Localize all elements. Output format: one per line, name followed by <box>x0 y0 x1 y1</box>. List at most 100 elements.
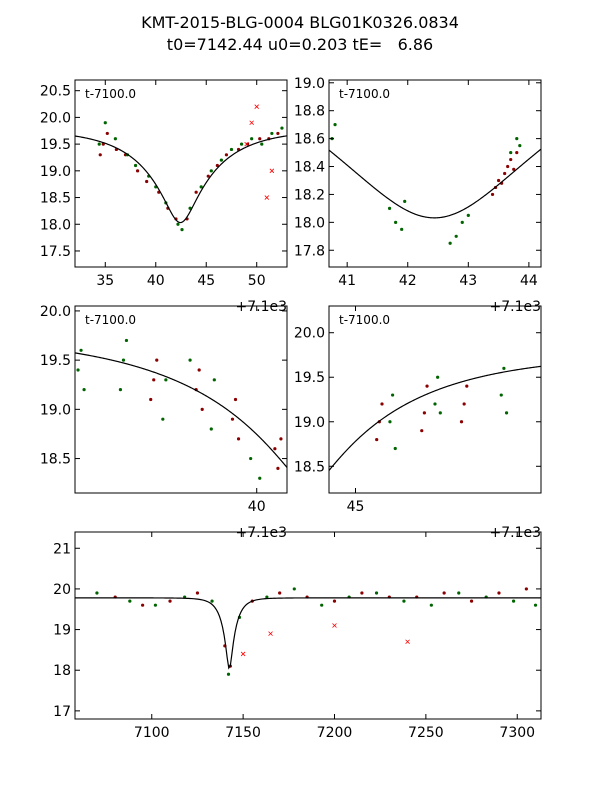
x-tick-label: 7150 <box>225 725 261 741</box>
data-point <box>188 358 192 362</box>
data-point <box>145 179 149 184</box>
y-tick-label: 20.0 <box>294 326 325 342</box>
x-tick-label: 42 <box>399 273 417 289</box>
data-point <box>249 120 254 126</box>
y-tick-label: 19.5 <box>40 137 71 153</box>
data-point <box>155 358 159 362</box>
y-tick-label: 18 <box>53 663 71 679</box>
y-tick-label: 20.0 <box>40 110 71 126</box>
data-point <box>76 368 80 372</box>
data-point <box>459 420 464 424</box>
data-point <box>497 591 501 595</box>
data-point <box>105 131 109 136</box>
panel-mid-right: 45 18.5 19.0 19.5 20.0 t-7100.0 +7.1e3 <box>294 305 542 541</box>
y-tick-label: 19.0 <box>40 402 71 418</box>
plot-area <box>75 587 541 676</box>
data-point <box>118 388 123 392</box>
data-point <box>438 411 442 415</box>
model-curve <box>329 148 541 219</box>
x-tick-label: 45 <box>197 273 215 289</box>
data-point <box>276 131 280 136</box>
data-point <box>141 603 145 607</box>
data-point <box>206 174 210 178</box>
x-offset-label: +7.1e3 <box>235 525 287 541</box>
data-point <box>209 169 213 173</box>
data-point <box>103 121 107 125</box>
x-offset-label: +7.1e3 <box>489 525 541 541</box>
data-point <box>454 234 458 238</box>
data-point <box>269 168 275 174</box>
y-tick-label: 18.5 <box>294 459 325 475</box>
data-point <box>268 631 273 636</box>
y-tick-label: 18.5 <box>40 191 71 207</box>
data-point <box>448 241 452 245</box>
data-point <box>200 407 204 411</box>
data-point <box>264 195 270 200</box>
data-point <box>194 190 198 194</box>
x-tick-label: 40 <box>248 499 266 515</box>
panel-top-left: 35 40 45 50 17.5 18.0 18.5 19.0 19.5 20.0 20.5 t-71… <box>40 79 288 315</box>
panel-label: t-7100.0 <box>339 313 390 327</box>
y-tick-label: 18.4 <box>294 160 325 176</box>
data-point <box>420 429 424 433</box>
data-point <box>462 402 466 406</box>
data-point <box>375 437 379 442</box>
data-point <box>360 591 364 595</box>
data-point <box>152 378 156 382</box>
x-tick-label: 50 <box>248 273 266 289</box>
y-tick-label: 19.0 <box>40 164 71 180</box>
data-point <box>180 228 184 232</box>
panel-bottom: 7100 7150 7200 7250 7300 17 18 19 20 21 <box>53 531 542 741</box>
data-point <box>239 142 244 146</box>
y-tick-label: 18.5 <box>40 452 71 468</box>
plot-area <box>329 365 541 471</box>
data-point <box>502 366 506 370</box>
y-tick-label: 18.2 <box>294 187 325 203</box>
x-tick-label: 7300 <box>499 725 535 741</box>
chart-title-line-2: t0=7142.44 u0=0.203 tE= 6.86 <box>166 35 434 54</box>
data-point <box>273 447 277 451</box>
panel-label: t-7100.0 <box>85 87 136 101</box>
data-point <box>388 420 392 424</box>
data-point <box>133 163 138 168</box>
y-tick-label: 18.0 <box>294 215 325 231</box>
data-point <box>292 587 296 591</box>
data-point <box>533 603 538 607</box>
data-point <box>506 164 510 169</box>
data-point <box>121 358 126 362</box>
data-point <box>195 591 200 595</box>
data-point <box>515 137 519 141</box>
y-tick-label: 18.8 <box>294 104 325 120</box>
series-kmtc <box>490 150 519 197</box>
data-point <box>279 437 283 441</box>
y-tick-label: 19.0 <box>294 415 325 431</box>
y-tick-label: 17 <box>53 704 71 720</box>
data-point <box>436 375 440 379</box>
data-point <box>260 142 264 146</box>
data-point <box>224 153 229 157</box>
data-point <box>164 378 168 382</box>
series-kmts <box>330 123 522 245</box>
data-point <box>212 378 216 382</box>
data-point <box>199 185 203 189</box>
data-point <box>226 672 231 676</box>
data-point <box>124 338 129 343</box>
data-point <box>135 169 140 173</box>
series-kmta <box>244 104 275 200</box>
x-tick-label: 7250 <box>408 725 444 741</box>
x-tick-label: 41 <box>338 273 356 289</box>
data-point <box>442 591 446 595</box>
data-point <box>280 126 284 130</box>
data-point <box>254 104 259 109</box>
data-point <box>511 599 516 603</box>
data-point <box>258 476 262 480</box>
data-point <box>504 411 509 415</box>
data-point <box>276 466 280 470</box>
series-kmta <box>240 623 410 657</box>
x-tick-label: 43 <box>459 273 477 289</box>
data-point <box>466 213 470 217</box>
x-tick-label: 7100 <box>134 725 170 741</box>
x-offset-label: +7.1e3 <box>235 299 287 315</box>
data-point <box>429 603 433 607</box>
x-tick-label: 40 <box>147 273 165 289</box>
